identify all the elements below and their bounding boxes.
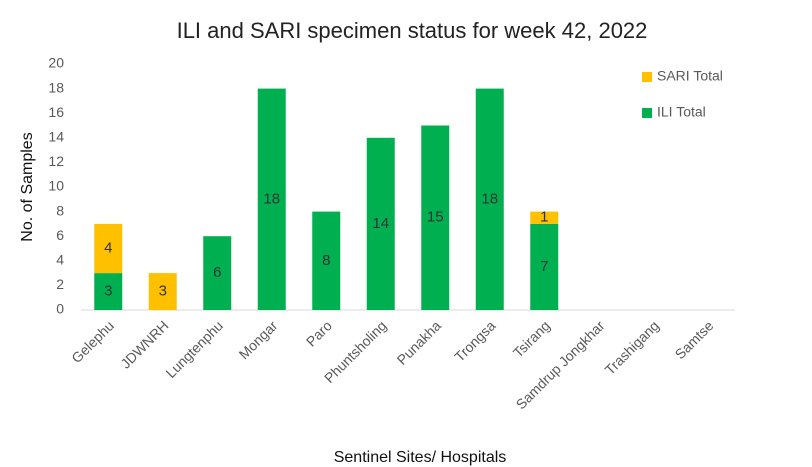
y-tick-label: 8: [56, 202, 64, 218]
bar-segment: [94, 223, 123, 274]
bar-segment: [94, 273, 123, 310]
bar-segment: [475, 88, 504, 310]
x-tick-label: JDWNRH: [117, 317, 171, 371]
chart-title: ILI and SARI specimen status for week 42…: [177, 18, 648, 43]
legend-swatch: [642, 108, 652, 118]
bar-segment: [530, 223, 559, 310]
y-axis-label: No. of Samples: [19, 132, 36, 241]
bar-segment: [148, 273, 177, 310]
bar-segment: [203, 236, 232, 310]
y-tick-label: 6: [56, 227, 64, 243]
x-tick-label: Gelephu: [68, 317, 117, 366]
y-tick-label: 0: [56, 301, 64, 317]
data-label: 8: [322, 252, 330, 269]
data-label: 6: [213, 264, 221, 281]
y-tick-label: 4: [56, 252, 64, 268]
bar-segment: [530, 211, 559, 224]
data-label: 18: [263, 190, 280, 207]
y-tick-label: 18: [48, 79, 64, 95]
data-label: 3: [104, 283, 112, 300]
data-label: 1: [540, 209, 548, 226]
bar-segment: [421, 125, 450, 310]
x-tick-label: Trongsa: [451, 317, 498, 364]
bar-segment: [257, 88, 286, 310]
legend-swatch: [642, 72, 652, 82]
x-tick-label: Lungtenphu: [162, 317, 226, 381]
y-tick-label: 2: [56, 276, 64, 292]
y-tick-label: 10: [48, 178, 64, 194]
legend-label: ILI Total: [657, 104, 706, 120]
data-label: 18: [481, 190, 498, 207]
x-tick-label: Punakha: [394, 317, 445, 368]
x-tick-label: Trashigang: [602, 317, 662, 377]
bar-segment: [312, 211, 341, 310]
data-label: 4: [104, 239, 112, 256]
y-tick-label: 16: [48, 104, 64, 120]
x-tick-label: Paro: [303, 317, 335, 349]
data-label: 3: [159, 283, 167, 300]
y-tick-label: 12: [48, 153, 64, 169]
x-tick-label: Tsirang: [510, 317, 553, 360]
y-tick-label: 20: [48, 55, 64, 71]
data-label: 15: [427, 209, 444, 226]
y-tick-label: 14: [48, 129, 64, 145]
x-axis-label: Sentinel Sites/ Hospitals: [334, 449, 507, 466]
data-label: 7: [540, 258, 548, 275]
bar-segment: [366, 137, 395, 310]
x-tick-label: Mongar: [236, 317, 281, 362]
legend-label: SARI Total: [657, 68, 723, 84]
x-tick-label: Samtse: [672, 317, 717, 362]
data-label: 14: [372, 215, 389, 232]
